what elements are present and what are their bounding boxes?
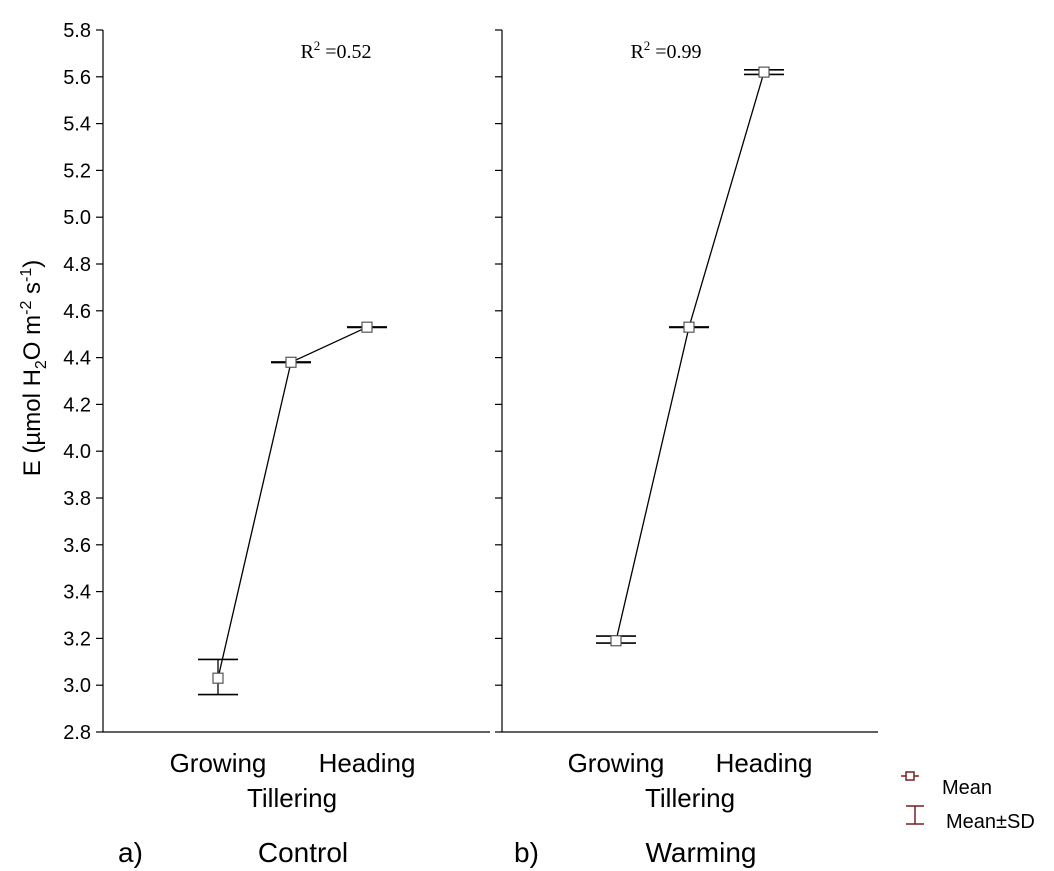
legend-sd-label: Mean±SD xyxy=(946,811,1035,833)
y-tick-label: 4.4 xyxy=(63,348,91,370)
panel-title: Warming xyxy=(646,837,757,868)
mean-marker xyxy=(285,356,297,368)
mean-marker xyxy=(683,321,695,333)
legend: Mean Mean±SD xyxy=(901,771,1035,833)
y-tick-label: 3.0 xyxy=(63,675,91,697)
y-tick-label: 4.8 xyxy=(63,254,91,276)
x-tick-label: Heading xyxy=(319,748,416,778)
x-tick-label: Heading xyxy=(716,748,813,778)
mean-line xyxy=(217,326,368,679)
x-tick-label: Growing xyxy=(170,748,267,778)
x-tick-label: Tillering xyxy=(247,783,337,813)
panel-control: 2.8 3.0 3.2 3.4 3.6 3.8 4.0 4.2 4.4 4.6 4.8 5.0 5.2 5… xyxy=(63,20,490,868)
legend-mean-marker xyxy=(901,771,919,781)
y-tick-label: 5.0 xyxy=(63,207,91,229)
panel-title: Control xyxy=(258,837,348,868)
y-tick-label: 4.2 xyxy=(63,394,91,416)
y-tick-label: 3.6 xyxy=(63,535,91,557)
x-tick-label: Growing xyxy=(568,748,665,778)
y-tick-label: 3.2 xyxy=(63,628,91,650)
panel-label: b) xyxy=(514,837,539,868)
y-tick-label: 3.8 xyxy=(63,488,91,510)
panel-warming: Growing Tillering Heading R2 =0.99 b) Warming xyxy=(495,29,878,868)
y-tick-label: 5.4 xyxy=(63,114,91,136)
y-tick-label: 4.6 xyxy=(63,301,91,323)
mean-marker xyxy=(212,672,224,684)
mean-marker xyxy=(758,66,770,78)
y-tick-label: 2.8 xyxy=(63,722,91,744)
y-tick-label: 4.0 xyxy=(63,441,91,463)
y-tick-label: 5.8 xyxy=(63,20,91,42)
panel-label: a) xyxy=(118,837,143,868)
legend-mean-label: Mean xyxy=(942,777,992,799)
mean-marker xyxy=(361,321,373,333)
mean-line xyxy=(615,71,765,641)
y-tick-label: 5.6 xyxy=(63,67,91,89)
y-tick-label: 3.4 xyxy=(63,582,91,604)
legend-sd-marker xyxy=(906,805,924,825)
y-tick-label: 5.2 xyxy=(63,160,91,182)
x-tick-label: Tillering xyxy=(645,783,735,813)
r-squared-annotation: R2 =0.99 xyxy=(630,38,701,63)
chart-panels: 2.8 3.0 3.2 3.4 3.6 3.8 4.0 4.2 4.4 4.6 4.8 5.0 5.2 5… xyxy=(63,20,878,868)
r-squared-annotation: R2 =0.52 xyxy=(300,38,371,63)
mean-marker xyxy=(610,635,622,647)
y-axis-title: E (µmol H2O m-2 s-1) xyxy=(18,260,50,477)
